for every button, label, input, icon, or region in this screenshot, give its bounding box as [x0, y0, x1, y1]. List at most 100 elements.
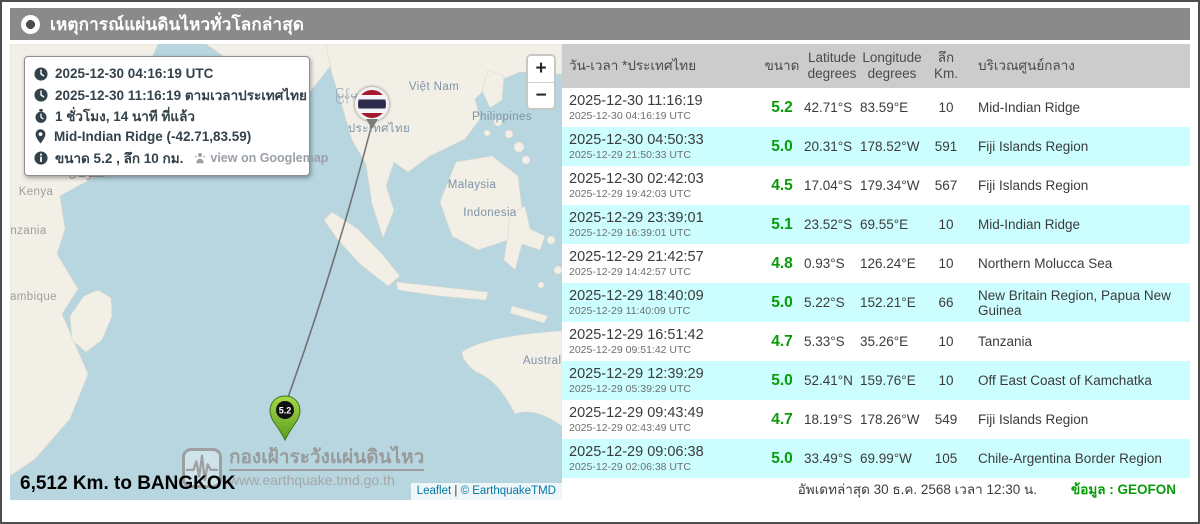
- quake-row[interactable]: 2025-12-30 04:50:33 2025-12-29 21:50:33 U…: [562, 127, 1190, 166]
- cell-region: Fiji Islands Region: [978, 412, 1089, 427]
- utc-time: 2025-12-29 02:43:49 UTC: [569, 421, 691, 434]
- cell-depth: 567: [934, 178, 958, 193]
- popup-elapsed-time: 1 ชั่วโมง, 14 นาที ที่แล้ว: [55, 108, 195, 124]
- zoom-out-button[interactable]: −: [528, 82, 554, 108]
- map-attribution: Leaflet | © EarthquakeTMD: [410, 483, 562, 500]
- content: الصومالKenyaTanzaniaMozambiqueIndiaမြန်မ…: [10, 44, 1190, 500]
- info-icon: [34, 150, 48, 165]
- cell-datetime: 2025-12-30 04:50:33 2025-12-29 21:50:33 U…: [562, 127, 760, 166]
- leaflet-map[interactable]: الصومالKenyaTanzaniaMozambiqueIndiaမြန်မ…: [10, 44, 562, 500]
- earthquake-marker[interactable]: 5.2: [268, 395, 302, 446]
- map-zoom-control: + −: [526, 54, 556, 110]
- cell-datetime: 2025-12-29 18:40:09 2025-12-29 11:40:09 U…: [562, 283, 760, 322]
- cell-region: Off East Coast of Kamchatka: [978, 373, 1152, 388]
- tmd-logo: กองเฝ้าระวังแผ่นดินไหว www.earthquake.tm…: [182, 447, 425, 488]
- quake-row[interactable]: 2025-12-30 11:16:19 2025-12-30 04:16:19 U…: [562, 88, 1190, 127]
- quake-row[interactable]: 2025-12-29 21:42:57 2025-12-29 14:42:57 U…: [562, 244, 1190, 283]
- cell-latitude: 52.41°N: [804, 373, 853, 388]
- quake-row[interactable]: 2025-12-29 16:51:42 2025-12-29 09:51:42 U…: [562, 322, 1190, 361]
- clock-icon: [34, 87, 48, 102]
- cell-depth: 549: [934, 412, 958, 427]
- cell-longitude: 69.99°W: [860, 451, 912, 466]
- zoom-in-button[interactable]: +: [528, 56, 554, 82]
- cell-datetime: 2025-12-29 09:06:38 2025-12-29 02:06:38 U…: [562, 439, 760, 478]
- popup-magnitude-depth: ขนาด 5.2 , ลึก 10 กม.: [55, 150, 184, 166]
- popup-utc-time: 2025-12-30 04:16:19 UTC: [55, 66, 214, 81]
- col-header-region: บริเวณศูนย์กลาง: [968, 44, 1190, 88]
- thai-flag-icon: [355, 87, 389, 121]
- cell-longitude: 178.26°W: [860, 412, 920, 427]
- quake-row[interactable]: 2025-12-29 18:40:09 2025-12-29 11:40:09 U…: [562, 283, 1190, 322]
- cell-datetime: 2025-12-30 11:16:19 2025-12-30 04:16:19 U…: [562, 88, 760, 127]
- quake-row[interactable]: 2025-12-29 23:39:01 2025-12-29 16:39:01 U…: [562, 205, 1190, 244]
- table-header-row: วัน-เวลา *ประเทศไทย ขนาด Latitude degree…: [562, 44, 1190, 88]
- thai-time: 2025-12-29 16:51:42: [569, 326, 704, 343]
- last-updated-label: อัพเดทล่าสุด 30 ธ.ค. 2568 เวลา 12:30 น.: [797, 482, 1037, 497]
- cell-latitude: 20.31°S: [804, 139, 853, 154]
- tmd-logo-title: กองเฝ้าระวังแผ่นดินไหว: [229, 447, 425, 469]
- googlemap-icon: [194, 152, 206, 163]
- titlebar: เหตุการณ์แผ่นดินไหวทั่วโลกล่าสุด: [10, 8, 1190, 40]
- page-title: เหตุการณ์แผ่นดินไหวทั่วโลกล่าสุด: [50, 14, 305, 34]
- cell-latitude: 33.49°S: [804, 451, 853, 466]
- cell-magnitude: 4.7: [771, 332, 793, 350]
- utc-time: 2025-12-30 04:16:19 UTC: [569, 109, 691, 122]
- cell-datetime: 2025-12-29 09:43:49 2025-12-29 02:43:49 U…: [562, 400, 760, 439]
- earthquake-table-panel: วัน-เวลา *ประเทศไทย ขนาด Latitude degree…: [562, 44, 1190, 500]
- cell-longitude: 35.26°E: [860, 334, 909, 349]
- cell-latitude: 18.19°S: [804, 412, 853, 427]
- thai-time: 2025-12-30 04:50:33: [569, 131, 704, 148]
- earthquaketmd-link[interactable]: © EarthquakeTMD: [460, 485, 556, 497]
- earthquake-table: วัน-เวลา *ประเทศไทย ขนาด Latitude degree…: [562, 44, 1190, 478]
- col-header-latitude: Latitude degrees: [804, 44, 860, 88]
- view-on-googlemap-link[interactable]: view on Googlemap: [194, 151, 328, 165]
- cell-datetime: 2025-12-30 02:42:03 2025-12-29 19:42:03 U…: [562, 166, 760, 205]
- cell-latitude: 42.71°S: [804, 100, 853, 115]
- cell-longitude: 179.34°W: [860, 178, 920, 193]
- col-header-longitude: Longitude degrees: [860, 44, 924, 88]
- cell-latitude: 5.22°S: [804, 295, 845, 310]
- cell-region: Fiji Islands Region: [978, 139, 1089, 154]
- thai-time: 2025-12-29 09:06:38: [569, 443, 704, 460]
- attribution-separator: |: [451, 485, 461, 497]
- data-source-label: ข้อมูล : GEOFON: [1070, 482, 1176, 497]
- cell-depth: 10: [938, 334, 954, 349]
- cell-datetime: 2025-12-29 16:51:42 2025-12-29 09:51:42 U…: [562, 322, 760, 361]
- quake-row[interactable]: 2025-12-30 02:42:03 2025-12-29 19:42:03 U…: [562, 166, 1190, 205]
- cell-depth: 10: [938, 373, 954, 388]
- utc-time: 2025-12-29 09:51:42 UTC: [569, 343, 691, 356]
- cell-latitude: 0.93°S: [804, 256, 845, 271]
- cell-magnitude: 4.8: [771, 254, 793, 272]
- quake-row[interactable]: 2025-12-29 09:06:38 2025-12-29 02:06:38 U…: [562, 439, 1190, 478]
- thai-time: 2025-12-29 09:43:49: [569, 404, 704, 421]
- thai-time: 2025-12-29 23:39:01: [569, 209, 704, 226]
- distance-to-bangkok-label: 6,512 Km. to BANGKOK: [20, 473, 236, 494]
- cell-region: Mid-Indian Ridge: [978, 217, 1081, 232]
- cell-magnitude: 4.7: [771, 410, 793, 428]
- cell-magnitude: 5.0: [771, 293, 793, 311]
- cell-depth: 10: [938, 100, 954, 115]
- cell-depth: 66: [938, 295, 954, 310]
- quake-row[interactable]: 2025-12-29 09:43:49 2025-12-29 02:43:49 U…: [562, 400, 1190, 439]
- popup-location: Mid-Indian Ridge (-42.71,83.59): [54, 129, 252, 144]
- cell-magnitude: 5.0: [771, 137, 793, 155]
- quake-row[interactable]: 2025-12-29 12:39:29 2025-12-29 05:39:29 U…: [562, 361, 1190, 400]
- seismograph-icon: [182, 448, 222, 488]
- thailand-flag-marker[interactable]: [355, 87, 389, 135]
- record-icon: [21, 14, 40, 34]
- utc-time: 2025-12-29 02:06:38 UTC: [569, 460, 691, 473]
- cell-magnitude: 5.0: [771, 449, 793, 467]
- cell-region: Tanzania: [978, 334, 1033, 349]
- thai-time: 2025-12-30 11:16:19: [569, 92, 703, 109]
- cell-datetime: 2025-12-29 12:39:29 2025-12-29 05:39:29 U…: [562, 361, 760, 400]
- cell-magnitude: 5.1: [771, 215, 793, 233]
- utc-time: 2025-12-29 14:42:57 UTC: [569, 265, 691, 278]
- tmd-logo-url: www.earthquake.tmd.go.th: [229, 469, 425, 488]
- utc-time: 2025-12-29 11:40:09 UTC: [569, 304, 691, 317]
- cell-region: Fiji Islands Region: [978, 178, 1089, 193]
- cell-longitude: 159.76°E: [860, 373, 916, 388]
- leaflet-link[interactable]: Leaflet: [416, 485, 452, 497]
- cell-magnitude: 4.5: [771, 176, 793, 194]
- thai-time: 2025-12-29 18:40:09: [569, 287, 704, 304]
